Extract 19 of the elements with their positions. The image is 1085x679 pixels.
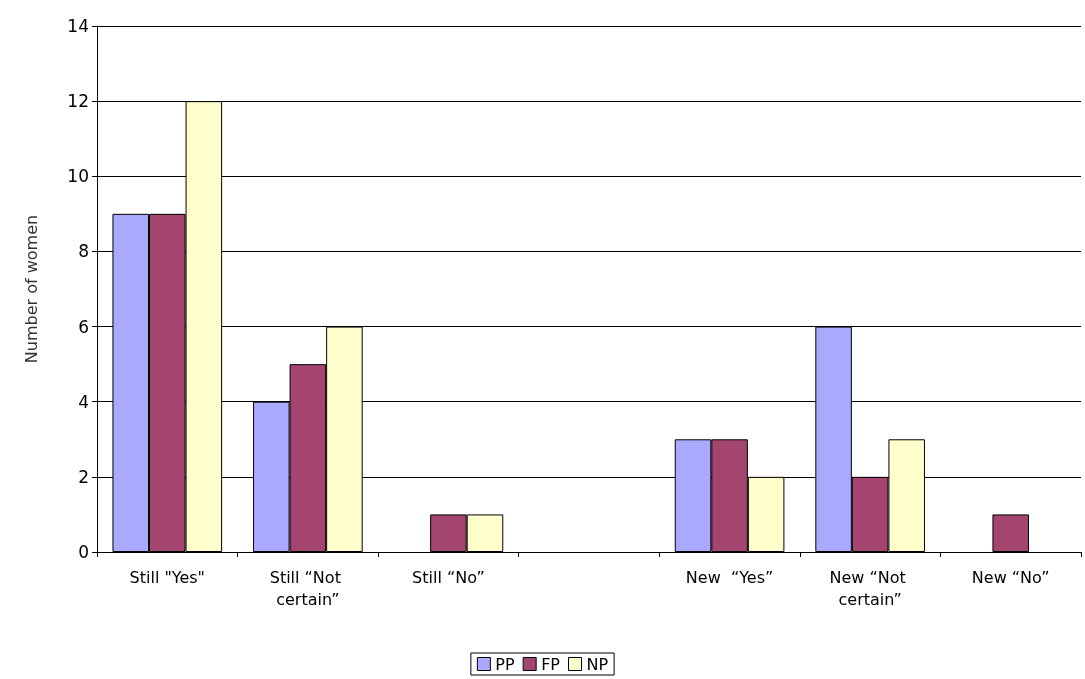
x-tick-label: Still "Yes" <box>129 567 205 587</box>
y-tick-label: 8 <box>78 241 89 262</box>
x-tick-label: Still “No” <box>412 567 485 587</box>
x-tick-label: Still “Not certain” <box>269 567 346 609</box>
y-tick-label: 6 <box>78 316 89 337</box>
x-tick-label: New “Yes” <box>685 567 774 587</box>
x-tick-label: New “No” <box>971 567 1050 587</box>
legend-label: FP <box>541 654 561 674</box>
y-tick-label: 14 <box>67 16 89 36</box>
legend-label: NP <box>586 654 609 674</box>
y-tick-label: 2 <box>78 466 89 487</box>
y-tick-label: 10 <box>67 166 89 187</box>
x-tick-label: New “Not certain” <box>829 567 911 609</box>
y-tick-label: 4 <box>78 391 89 412</box>
y-tick-label: 0 <box>78 542 89 562</box>
bar <box>992 514 1029 552</box>
y-axis-title: Number of women <box>21 214 41 364</box>
legend-label: PP <box>495 654 516 674</box>
y-tick-label: 12 <box>67 91 89 112</box>
